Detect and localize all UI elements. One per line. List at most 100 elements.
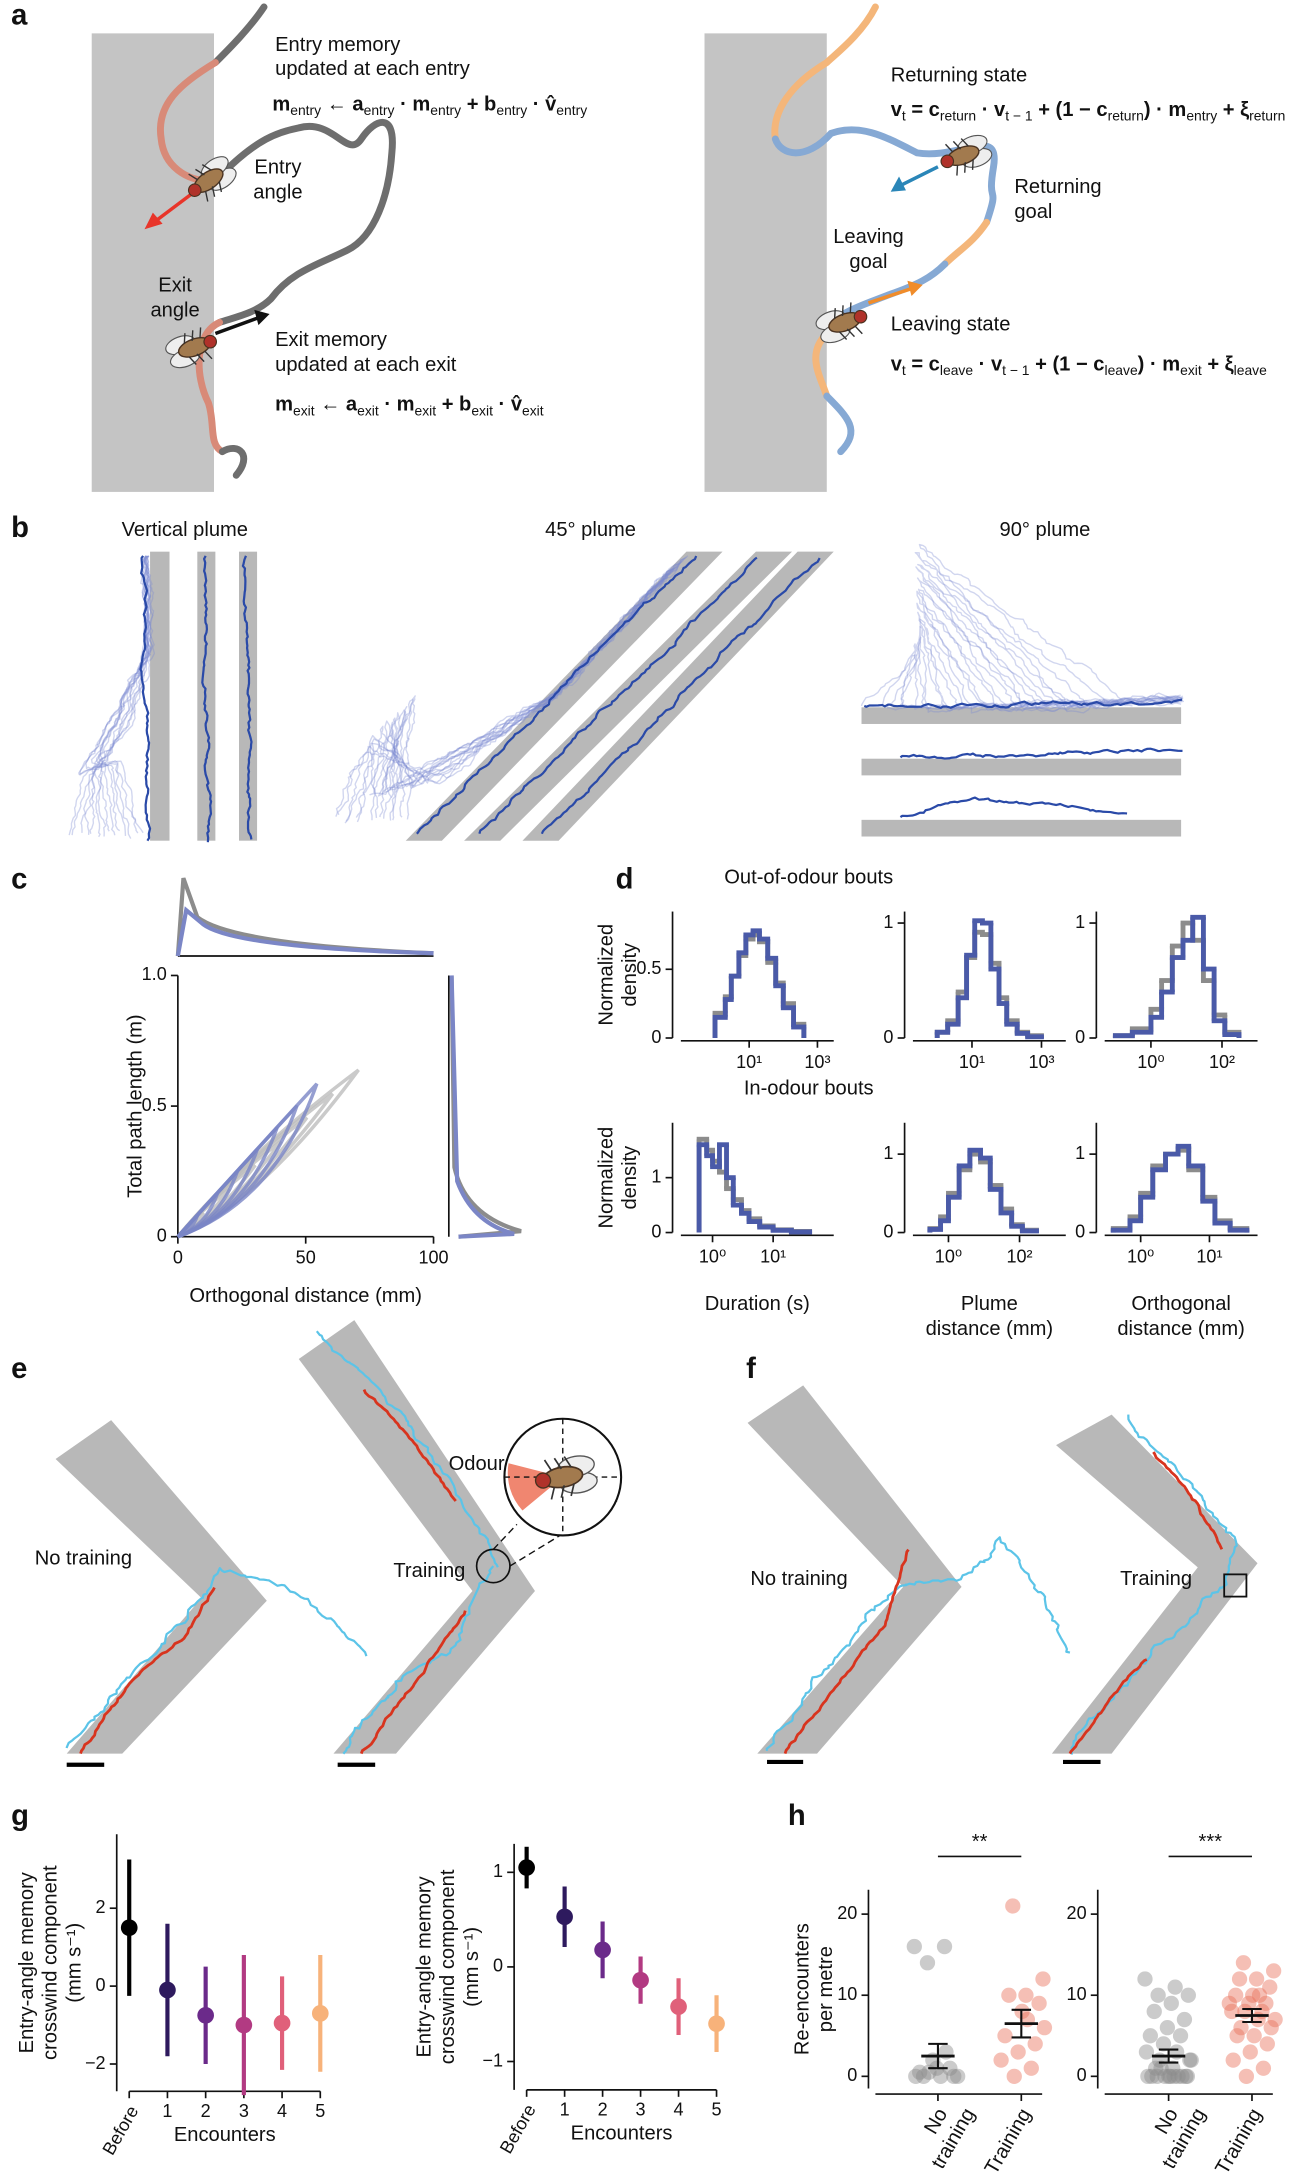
fly-leg — [211, 186, 216, 197]
x-tick-label: 5 — [315, 2101, 325, 2121]
label: Entry memory — [275, 34, 401, 56]
mean-point — [670, 1998, 687, 2015]
x-axis-label: distance (mm) — [1117, 1318, 1244, 1340]
data-point — [1176, 2011, 1193, 2028]
data-point — [1138, 2044, 1155, 2060]
equation-part: · v̂ — [493, 394, 523, 416]
y-tick-label: 0 — [1075, 1221, 1085, 1241]
label: angle — [150, 300, 199, 322]
equation: vt = cleave · vt − 1 + (1 − cleave) · me… — [891, 354, 1267, 378]
y-tick-label: −2 — [85, 2053, 106, 2073]
y-tick-label: 0 — [847, 2065, 857, 2085]
data-point — [1031, 1995, 1047, 2011]
equation-part: entry — [430, 102, 461, 118]
y-axis-label: crosswind component — [40, 1865, 62, 2060]
equation-part: exit — [471, 402, 493, 418]
data-point — [1005, 1898, 1021, 1914]
data-point — [906, 1938, 922, 1955]
x-tick-label: 10⁰ — [935, 1246, 962, 1266]
y-tick-label: −1 — [482, 2050, 503, 2070]
scale-bars — [66, 1759, 1101, 1767]
x-tick-label: Training — [1211, 2105, 1266, 2178]
trajectory — [344, 557, 686, 824]
fly-leg — [204, 350, 213, 360]
data-point — [1246, 2028, 1262, 2044]
mean-point — [556, 1908, 573, 1926]
fly-leg — [201, 164, 212, 171]
y-tick-label: 20 — [1067, 1903, 1087, 1923]
equation-part: entry — [496, 102, 527, 118]
y-tick-label: 20 — [837, 1903, 857, 1923]
fly-leg — [183, 333, 186, 344]
equation-part: leave — [1105, 362, 1138, 378]
x-tick-label: 1 — [560, 2099, 570, 2119]
data-point — [1148, 2060, 1164, 2076]
data-point — [1023, 2060, 1039, 2076]
equation-part: exit — [293, 402, 315, 418]
label: Vertical plume — [122, 519, 248, 541]
y-tick-label: 0.5 — [636, 958, 661, 978]
equation-part: v — [891, 354, 903, 376]
x-tick-label: 4 — [277, 2101, 287, 2121]
equation-part: + (1 − c — [1030, 354, 1105, 376]
y-axis-label: Re-encounters — [791, 1923, 813, 2055]
equation-part: + (1 − c — [1033, 99, 1108, 121]
flies — [165, 134, 993, 1500]
fly-head — [853, 309, 868, 324]
x-tick-label: 10² — [1209, 1052, 1235, 1072]
trajectory — [65, 1567, 368, 1749]
fly-leg — [195, 168, 205, 176]
marginal-density — [449, 975, 515, 1239]
trajectory — [89, 555, 153, 834]
x-tick-label: 0 — [173, 1248, 183, 1268]
equation-part: ← a — [315, 394, 358, 416]
data-point — [1166, 2068, 1182, 2084]
data-point — [1036, 2020, 1053, 2036]
fly-leg — [563, 1456, 572, 1468]
trajectory — [916, 590, 1179, 711]
label: Training — [1120, 1568, 1192, 1590]
y-tick-label: 0 — [651, 1027, 661, 1047]
fly-leg — [560, 1485, 566, 1498]
y-axis-label: Entry-angle memory — [16, 1871, 38, 2053]
x-tick-label: 10³ — [1028, 1052, 1054, 1072]
trajectory — [79, 555, 154, 834]
equation: vt = creturn · vt − 1 + (1 − creturn) · … — [891, 99, 1286, 123]
label: No training — [750, 1568, 847, 1590]
trajectory — [416, 555, 698, 835]
trajectory — [95, 555, 152, 832]
panel-label: g — [11, 1800, 29, 1832]
trajectory — [917, 563, 1180, 712]
y-axis-label: Entry-angle memory — [414, 1875, 436, 2057]
panel-labels: a b c d e f g h — [11, 0, 806, 1832]
y-tick-label: 0 — [1077, 2065, 1087, 2085]
chevrons — [55, 1320, 1258, 1754]
trajectory — [863, 698, 1183, 709]
equation-part: + b — [436, 394, 471, 416]
x-tick-label: 50 — [296, 1248, 316, 1268]
equation-part: v — [891, 99, 903, 121]
panel-label: h — [788, 1800, 806, 1832]
trajectory — [78, 555, 150, 834]
fly-leg — [838, 331, 848, 340]
label: Exit — [158, 275, 192, 297]
data-point — [1251, 1987, 1268, 2003]
data-point — [1146, 2003, 1162, 2020]
data-point — [1238, 2068, 1255, 2084]
mean-point — [197, 2006, 214, 2024]
panel-label: f — [746, 1353, 756, 1385]
fly-leg — [841, 305, 844, 316]
fly-leg — [196, 353, 205, 363]
label: 45° plume — [545, 519, 636, 541]
data-point — [1170, 2068, 1186, 2084]
fly-leg — [199, 327, 202, 339]
data-point — [1262, 1979, 1278, 1995]
fly-head — [187, 183, 202, 198]
data-point — [997, 2028, 1013, 2044]
fly-leg — [952, 140, 962, 150]
trajectory — [389, 569, 675, 821]
data-point — [1153, 2060, 1169, 2076]
fly — [940, 134, 993, 176]
data-point — [1235, 1955, 1252, 1971]
x-tick-label: 10⁰ — [1127, 1246, 1154, 1266]
